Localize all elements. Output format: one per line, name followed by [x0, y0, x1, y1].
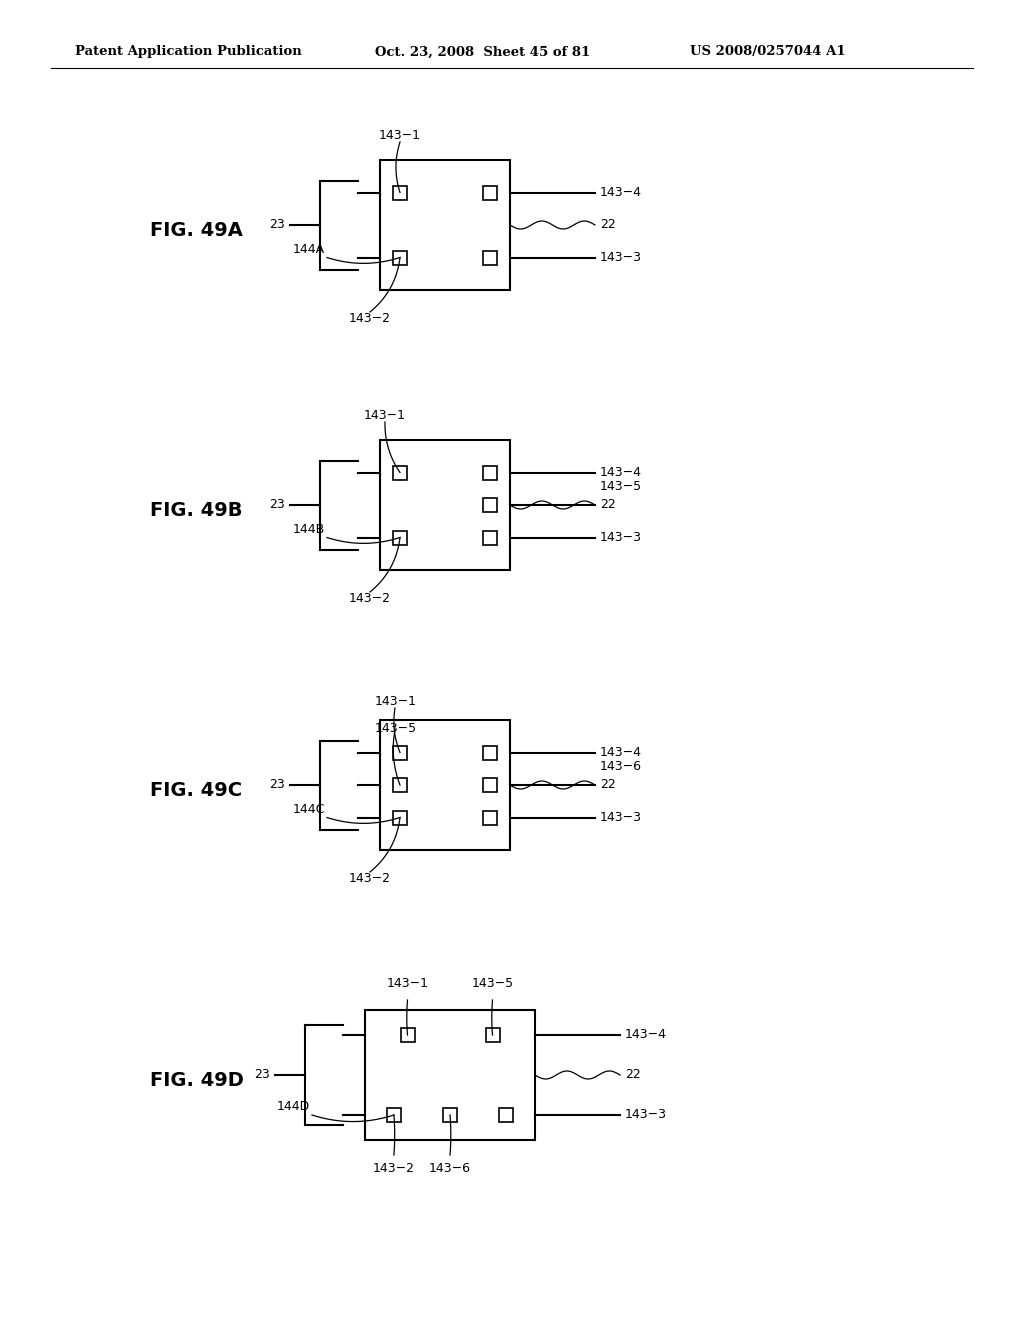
Text: 144A: 144A	[293, 243, 325, 256]
Text: US 2008/0257044 A1: US 2008/0257044 A1	[690, 45, 846, 58]
Bar	[393, 746, 407, 759]
Bar	[393, 777, 407, 792]
Text: 143−4: 143−4	[600, 746, 642, 759]
Text: Patent Application Publication: Patent Application Publication	[75, 45, 302, 58]
Bar	[393, 810, 407, 825]
Text: 23: 23	[269, 779, 285, 792]
Text: 143−4: 143−4	[600, 186, 642, 199]
Text: 143−6: 143−6	[600, 760, 642, 774]
Bar	[393, 466, 407, 479]
Text: Oct. 23, 2008  Sheet 45 of 81: Oct. 23, 2008 Sheet 45 of 81	[375, 45, 590, 58]
Text: FIG. 49B: FIG. 49B	[150, 500, 243, 520]
Text: 143−5: 143−5	[600, 480, 642, 492]
Text: 22: 22	[600, 219, 615, 231]
Text: 22: 22	[625, 1068, 641, 1081]
Text: 143−2: 143−2	[349, 873, 391, 884]
Text: 143−1: 143−1	[375, 696, 417, 708]
Bar	[380, 160, 510, 290]
Bar	[380, 719, 510, 850]
Bar	[393, 186, 407, 199]
Text: FIG. 49D: FIG. 49D	[150, 1071, 244, 1089]
Text: 143−3: 143−3	[600, 531, 642, 544]
Text: FIG. 49C: FIG. 49C	[150, 780, 242, 800]
Text: 144C: 144C	[293, 803, 325, 816]
Text: 143−2: 143−2	[373, 1162, 415, 1175]
Bar	[393, 251, 407, 264]
Text: 143−1: 143−1	[386, 977, 428, 990]
Bar	[387, 1107, 401, 1122]
Bar	[393, 531, 407, 544]
Text: 23: 23	[269, 499, 285, 511]
Bar	[483, 777, 497, 792]
Text: 143−3: 143−3	[625, 1109, 667, 1122]
Bar	[485, 1028, 500, 1041]
Text: 143−4: 143−4	[600, 466, 642, 479]
Text: 144B: 144B	[293, 523, 325, 536]
Text: 23: 23	[269, 219, 285, 231]
Text: 143−1: 143−1	[379, 129, 421, 143]
Bar	[443, 1107, 457, 1122]
Text: 22: 22	[600, 499, 615, 511]
Bar	[483, 466, 497, 479]
Bar	[380, 440, 510, 570]
Bar	[483, 186, 497, 199]
Text: 143−5: 143−5	[471, 977, 514, 990]
Bar	[483, 810, 497, 825]
Bar	[483, 251, 497, 264]
Text: 143−1: 143−1	[364, 409, 406, 422]
Text: 143−2: 143−2	[349, 591, 391, 605]
Text: 143−6: 143−6	[429, 1162, 471, 1175]
Bar	[365, 1010, 535, 1140]
Text: 144D: 144D	[276, 1101, 310, 1114]
Bar	[483, 746, 497, 759]
Bar	[400, 1028, 415, 1041]
Text: 143−3: 143−3	[600, 810, 642, 824]
Text: 143−2: 143−2	[349, 312, 391, 325]
Bar	[499, 1107, 513, 1122]
Bar	[483, 498, 497, 512]
Text: 143−4: 143−4	[625, 1028, 667, 1041]
Text: 23: 23	[254, 1068, 270, 1081]
Text: 143−5: 143−5	[375, 722, 417, 735]
Bar	[483, 531, 497, 544]
Text: FIG. 49A: FIG. 49A	[150, 220, 243, 239]
Text: 143−3: 143−3	[600, 251, 642, 264]
Text: 22: 22	[600, 779, 615, 792]
